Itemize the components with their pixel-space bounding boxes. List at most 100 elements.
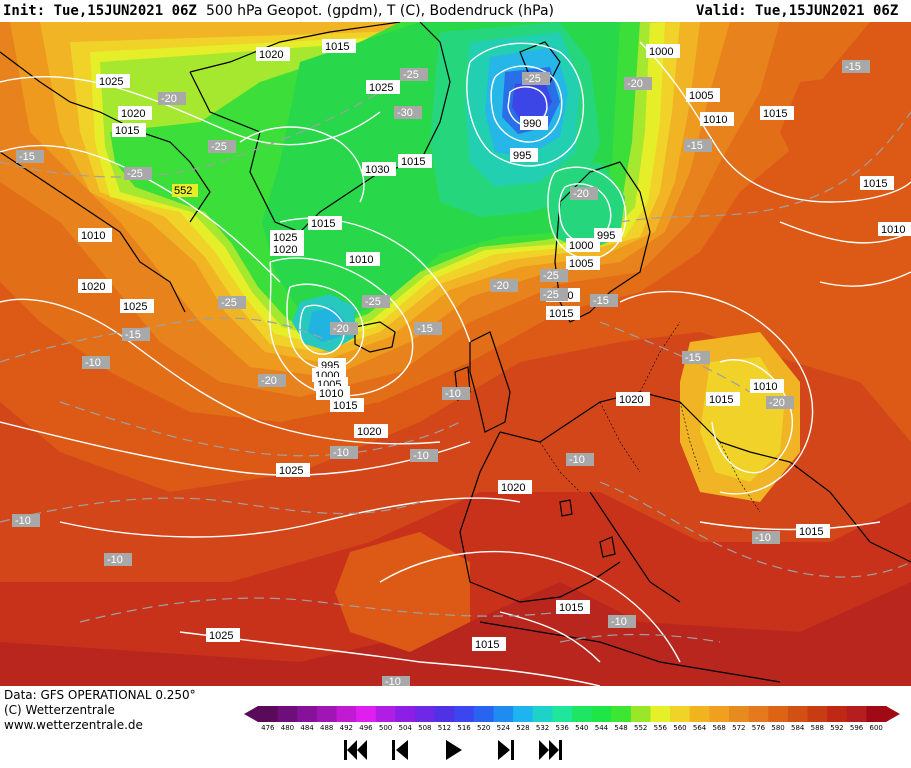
temperature-label: -15 [685, 352, 701, 364]
temperature-label: -10 [333, 447, 349, 459]
pressure-label: 1025 [99, 76, 123, 88]
colorbar-segment [395, 706, 416, 722]
colorbar-tick-label: 592 [830, 724, 844, 732]
colorbar-tick-label: 520 [477, 724, 491, 732]
colorbar-tick-label: 552 [634, 724, 648, 732]
pressure-label: 1015 [763, 108, 787, 120]
colorbar-max-arrow [886, 706, 900, 722]
valid-time-label: Valid: Tue,15JUN2021 06Z [696, 3, 899, 19]
temperature-label: -20 [333, 323, 349, 335]
temperature-label: -10 [413, 450, 429, 462]
colorbar-tick-label: 504 [398, 724, 412, 732]
temperature-label: -15 [593, 295, 609, 307]
pressure-label: 1000 [569, 240, 593, 252]
colorbar-tick-label: 556 [653, 724, 667, 732]
colorbar-segment [846, 706, 867, 722]
colorbar-segment [454, 706, 475, 722]
pressure-label: 1015 [549, 308, 573, 320]
colorbar-tick-label: 492 [339, 724, 353, 732]
colorbar-segment [316, 706, 337, 722]
temperature-label: -10 [15, 515, 31, 527]
temperature-label: -10 [107, 554, 123, 566]
pressure-label: 1015 [333, 400, 357, 412]
temperature-label: -10 [85, 357, 101, 369]
band-ne-warm [780, 72, 900, 192]
temperature-label: -20 [261, 375, 277, 387]
pressure-label: 1020 [619, 394, 643, 406]
pressure-label: 1005 [689, 90, 713, 102]
colorbar-tick-label: 596 [849, 724, 864, 732]
temperature-label: -15 [19, 151, 35, 163]
previous-frame-button[interactable] [386, 736, 416, 764]
colorbar-tick-label: 572 [732, 724, 746, 732]
colorbar-tick-label: 524 [496, 724, 510, 732]
colorbar [244, 706, 900, 722]
weather-map: 1015 1000 1020 1025 1025 1005 1020 1010 … [0, 22, 911, 686]
colorbar-segment [768, 706, 789, 722]
temperature-label: -10 [569, 454, 585, 466]
temperature-label: -20 [493, 280, 509, 292]
temperature-label: -15 [125, 329, 141, 341]
colorbar-tick-label: 548 [614, 724, 628, 732]
temperature-label: -25 [543, 289, 559, 301]
coast-greenland [189, 22, 451, 233]
colorbar-segment [729, 706, 750, 722]
colorbar-tick-label: 544 [594, 724, 609, 732]
colorbar-segment [630, 706, 651, 722]
temperature-label: -25 [127, 168, 143, 180]
pressure-label: 1010 [753, 381, 777, 393]
colorbar-segment [336, 706, 357, 722]
init-time-label: Init: Tue,15JUN2021 06Z [3, 3, 197, 19]
play-icon [446, 740, 462, 760]
colorbar-segment [552, 706, 573, 722]
pressure-label: 1020 [121, 108, 145, 120]
colorbar-tick-label: 476 [261, 724, 275, 732]
pressure-label: 1010 [81, 230, 105, 242]
website-credit: www.wetterzentrale.de [4, 718, 143, 732]
pressure-label: 1025 [209, 630, 233, 642]
pressure-label: 1020 [357, 426, 381, 438]
colorbar-tick-label: 512 [437, 724, 452, 732]
pressure-label: 1020 [259, 49, 283, 61]
height-label: 552 [174, 185, 192, 197]
next-frame-button[interactable] [490, 736, 520, 764]
coast-med-islands [559, 499, 616, 558]
first-frame-button[interactable] [340, 736, 370, 764]
pressure-label: 1010 [349, 254, 373, 266]
colorbar-tick-label: 516 [457, 724, 471, 732]
pressure-label: 1015 [325, 41, 349, 53]
pressure-label: 990 [523, 118, 541, 130]
pressure-label: 995 [513, 150, 531, 162]
pressure-label: 1015 [559, 602, 583, 614]
pressure-label: 1010 [881, 224, 905, 236]
temperature-label: -20 [573, 188, 589, 200]
temperature-label: -25 [543, 270, 559, 282]
copyright-credit: (C) Wetterzentrale [4, 703, 115, 717]
colorbar-segment [375, 706, 396, 722]
play-button[interactable] [438, 736, 468, 764]
temperature-label: -20 [161, 93, 177, 105]
pressure-label: 1025 [273, 232, 297, 244]
pressure-label: 1010 [703, 114, 727, 126]
temperature-label: -25 [525, 73, 541, 85]
coast-europe [459, 391, 911, 603]
band-iberia-cool [335, 532, 470, 652]
colorbar-tick-label: 528 [516, 724, 530, 732]
colorbar-tick-label: 588 [810, 724, 824, 732]
colorbar-segment [650, 706, 671, 722]
coast-africa [479, 621, 781, 683]
colorbar-segment [297, 706, 318, 722]
colorbar-segment [493, 706, 514, 722]
last-frame-button[interactable] [536, 736, 566, 764]
step-forward-icon [498, 740, 514, 760]
colorbar-tick-label: 576 [751, 724, 766, 732]
pressure-label: 1015 [709, 394, 733, 406]
skip-forward-icon [539, 740, 562, 760]
colorbar-segment [866, 706, 887, 722]
coast-iceland [354, 321, 396, 353]
pressure-label: 1015 [115, 125, 139, 137]
colorbar-tick-label: 532 [535, 724, 550, 732]
colorbar-segment [572, 706, 593, 722]
colorbar-tick-label: 568 [712, 724, 726, 732]
map-footer: Data: GFS OPERATIONAL 0.250° (C) Wetterz… [0, 686, 911, 768]
